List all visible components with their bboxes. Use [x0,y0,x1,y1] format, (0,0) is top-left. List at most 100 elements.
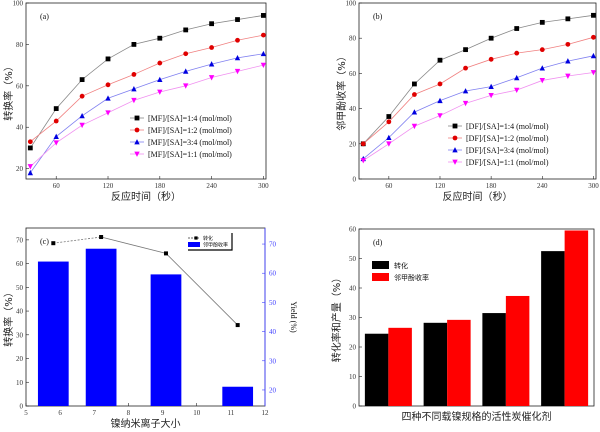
series-line [363,36,594,145]
data-point [488,83,494,89]
y-axis-title: 转换率（%） [2,61,15,121]
data-point [412,92,417,97]
series-line [30,34,264,143]
legend-label: [DF]/[SA]=1:4 (mol/mol) [466,122,549,131]
y2-tick-label: 30 [269,357,277,365]
y2-tick-label: 60 [269,270,277,278]
series-line [29,15,264,149]
x-tick-label: 240 [206,182,217,190]
yield-bar [37,261,69,406]
bar [447,319,471,406]
y-tick-label: 50 [349,255,357,263]
data-point [131,72,137,77]
y2-tick-label: 70 [269,241,277,249]
data-point [183,68,189,74]
legend-label: [MF]/[SA]=3:4 (mol/mol) [148,138,232,147]
legend-swatch [372,273,389,281]
y-tick-label: 30 [16,331,24,339]
y-axis-title: 转换率（%） [2,287,15,347]
bar [564,230,589,406]
y-tick-label: 100 [13,0,24,8]
legend-swatch [188,242,200,247]
legend-label: [DF]/[SA]=1:2 (mol/mol) [466,134,549,143]
data-point [565,41,571,47]
y-tick-label: 40 [349,105,357,113]
data-point [463,65,468,71]
data-point [209,45,215,50]
y-tick-label: 100 [346,0,357,8]
data-point [437,113,443,119]
y-tick-label: 40 [349,285,357,293]
y-tick-label: 60 [349,226,357,234]
y-tick-label: 80 [349,35,357,43]
data-point [53,106,59,111]
y-tick-label: 80 [16,41,24,49]
bar [482,313,506,406]
legend-marker [134,139,140,145]
y-tick-label: 0 [353,176,357,184]
x-tick-label: 300 [258,182,269,190]
legend-label: 转化 [203,235,213,242]
y-tick-label: 40 [16,308,24,316]
data-point [514,26,520,31]
conversion-point [99,235,104,240]
data-point [234,54,241,61]
y2-tick-label: 20 [269,386,277,394]
chart-panel-4: 0 10 20 30 40 50 60 四种不同载镍规格的活性炭催化剂 转化率和产量（%） (d)… [330,226,595,423]
legend-marker [452,135,458,141]
y-tick-label: 20 [16,355,24,363]
plot-frame [358,2,597,180]
data-point [105,56,111,62]
data-point [79,93,85,99]
y-tick-label: 60 [349,70,357,78]
x-tick-label: 60 [385,182,393,190]
data-point [261,32,266,38]
x-tick-label: 120 [103,182,114,190]
y-tick-label: 20 [349,344,357,352]
x-tick-label: 9 [161,409,165,417]
y-tick-label: 0 [353,403,357,411]
legend-swatch [372,261,389,269]
data-point [360,158,366,164]
legend-label: [DF]/[SA]=1:1 (mol/mol) [466,158,549,167]
data-point [539,78,545,84]
data-point [565,58,571,64]
yield-bar [85,248,117,406]
y-tick-label: 70 [16,236,24,244]
x-tick-label: 60 [53,182,61,190]
data-point [131,42,137,47]
data-point [79,122,85,129]
data-point [539,65,545,71]
legend-label: [MF]/[SA]=1:1 (mol/mol) [148,150,232,159]
legend-label: 邻甲酚收率 [394,273,429,282]
series-line [363,72,594,161]
legend-frame [188,233,233,251]
x-tick-label: 300 [588,182,599,190]
data-point [565,16,571,22]
legend-label: [MF]/[SA]=1:4 (mol/mol) [148,114,232,123]
data-point [27,169,34,176]
y-tick-label: 20 [349,140,357,148]
legend-marker [194,236,198,240]
data-point [514,50,520,56]
data-point [183,51,189,57]
panel-label: (a) [40,12,49,21]
conversion-point [163,251,168,256]
x-axis-title: 反应时间（秒） [443,190,513,203]
y-tick-label: 30 [349,314,357,322]
x-axis-title: 反应时间（秒） [111,190,181,203]
data-point [27,139,33,145]
legend-marker [452,147,458,153]
data-point [209,21,215,27]
bar [364,333,389,406]
data-point [539,47,545,53]
data-point [235,17,240,22]
legend-marker [134,127,140,133]
conversion-line [101,236,167,254]
data-point [235,37,240,43]
data-point [105,110,111,116]
data-point [131,97,137,104]
chart-panel-1: 20 40 60 80 100 60 120 180 240 300 反应时间（秒） 转换率（%） (a… [2,0,269,203]
x-tick-label: 6 [58,409,62,417]
